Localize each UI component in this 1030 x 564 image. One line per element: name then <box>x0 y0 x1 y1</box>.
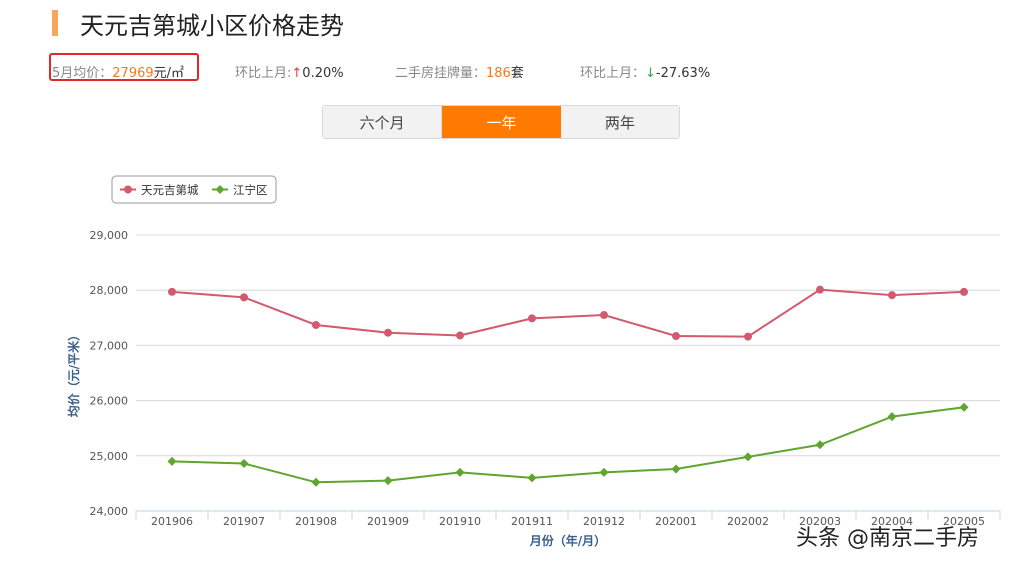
legend-marker <box>215 185 225 194</box>
listing-mom-stat: 环比上月：↓-27.63% <box>580 62 710 81</box>
x-tick-label: 201907 <box>223 515 265 528</box>
listing-mom-value: -27.63% <box>655 66 711 81</box>
y-tick-label: 26,000 <box>90 395 129 408</box>
data-point <box>455 467 465 477</box>
period-tabs: 六个月 一年 两年 <box>322 105 680 139</box>
data-point <box>599 467 609 477</box>
avg-price-stat: 5月均价：27969元/㎡ <box>52 62 184 81</box>
mom-change-value: 0.20% <box>302 66 344 81</box>
data-point <box>384 328 392 337</box>
page-title: 天元吉第城小区价格走势 <box>80 12 344 40</box>
y-axis-title: 均价（元/平米） <box>66 329 81 417</box>
x-tick-label: 202005 <box>943 515 985 528</box>
avg-price-label: 5月均价： <box>52 66 113 81</box>
legend-marker <box>124 185 132 194</box>
mom-change-stat: 环比上月:↑0.20% <box>235 62 344 81</box>
x-tick-label: 202004 <box>871 515 913 528</box>
series-line-0 <box>171 288 965 338</box>
y-tick-label: 24,000 <box>90 505 129 518</box>
data-point <box>743 452 753 462</box>
x-tick-label: 201908 <box>295 515 337 528</box>
data-point <box>239 459 249 469</box>
avg-price-highlight-box <box>49 53 199 81</box>
tab-six-months[interactable]: 六个月 <box>323 106 442 138</box>
listing-count-value: 186 <box>486 66 511 81</box>
title-accent-bar <box>52 10 58 36</box>
x-tick-label: 201911 <box>511 515 553 528</box>
x-tick-label: 202003 <box>799 515 841 528</box>
y-tick-label: 29,000 <box>90 229 129 242</box>
data-point <box>311 477 321 487</box>
x-tick-label: 202002 <box>727 515 769 528</box>
data-point <box>815 440 825 450</box>
x-tick-label: 202001 <box>655 515 697 528</box>
data-point <box>888 291 896 300</box>
data-point <box>816 285 824 294</box>
listing-count-stat: 二手房挂牌量：186套 <box>395 62 524 81</box>
y-tick-label: 25,000 <box>90 450 129 463</box>
data-point <box>887 412 897 422</box>
data-point <box>744 332 752 341</box>
series-layer <box>167 285 969 487</box>
y-tick-label: 27,000 <box>90 339 129 352</box>
data-point <box>167 456 177 466</box>
data-point <box>383 476 393 486</box>
data-point <box>959 402 969 412</box>
y-tick-label: 28,000 <box>90 284 129 297</box>
x-tick-label: 201909 <box>367 515 409 528</box>
data-point <box>528 314 536 323</box>
data-point <box>672 332 680 341</box>
x-axis-title: 月份（年/月） <box>529 533 606 548</box>
data-point <box>456 331 464 340</box>
avg-price-unit: 元/㎡ <box>153 66 185 81</box>
mom-change-label: 环比上月: <box>235 66 292 81</box>
axis-layer: 24,000 25,000 26,000 27,000 28,000 29,000 2019… <box>66 229 1001 548</box>
tab-two-years[interactable]: 两年 <box>560 106 679 138</box>
tab-one-year[interactable]: 一年 <box>441 106 561 138</box>
data-point <box>671 464 681 474</box>
data-point <box>600 311 608 320</box>
data-point <box>240 293 248 302</box>
x-tick-label: 201906 <box>151 515 193 528</box>
arrow-down-icon: ↓ <box>645 66 656 81</box>
avg-price-value: 27969 <box>112 66 154 81</box>
data-point <box>960 287 968 296</box>
watermark: 头条 @南京二手房 <box>796 526 979 551</box>
data-point <box>168 287 176 296</box>
x-tick-label: 201910 <box>439 515 481 528</box>
data-point <box>527 473 537 483</box>
chart-legend: 天元吉第城 江宁区 <box>111 175 277 204</box>
data-point <box>312 320 320 329</box>
arrow-up-icon: ↑ <box>291 66 303 81</box>
legend-label: 天元吉第城 <box>141 183 199 197</box>
legend-box <box>111 175 277 204</box>
listing-count-label: 二手房挂牌量： <box>395 66 487 81</box>
x-tick-label: 201912 <box>583 515 625 528</box>
listing-count-unit: 套 <box>510 66 524 81</box>
legend-label: 江宁区 <box>233 183 268 197</box>
listing-mom-label: 环比上月： <box>580 66 646 81</box>
series-line-1 <box>171 406 965 484</box>
